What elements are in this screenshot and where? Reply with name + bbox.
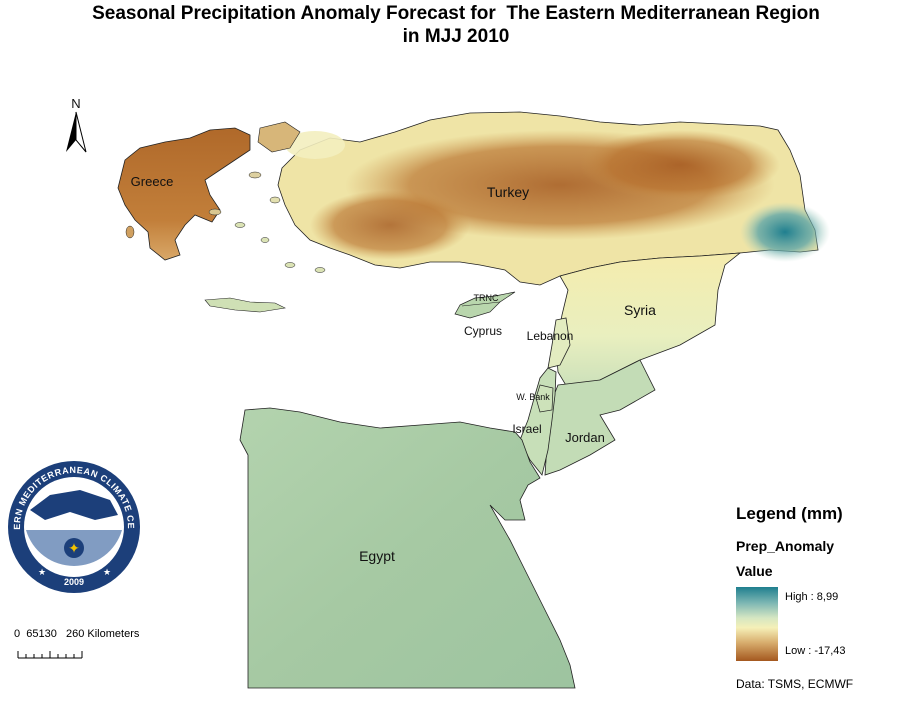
label-cyprus: Cyprus [464,324,502,338]
map-title-line2: in MJJ 2010 [402,26,510,47]
egypt-region [239,407,576,689]
scale-bar-label: 0 65130 260 Kilometers [14,628,140,640]
logo-year: 2009 [64,577,84,587]
label-syria: Syria [624,302,656,318]
greece-region [117,121,326,313]
svg-text:N: N [71,96,80,111]
logo-star-right: ★ [103,568,111,578]
legend-value-label: Value [736,563,773,579]
scale-bar [17,651,83,659]
logo-star: ✦ [68,541,80,557]
label-lebanon: Lebanon [527,329,574,343]
map-title: Seasonal Precipitation Anomaly Forecast … [0,2,912,48]
syria-region [555,252,742,393]
label-egypt: Egypt [359,548,395,564]
legend-color-ramp [736,587,778,661]
data-credit: Data: TSMS, ECMWF [736,677,854,691]
legend-high-label: High : 8,99 [785,591,839,603]
legend-field: Prep_Anomaly [736,538,835,554]
label-israel: Israel [512,422,541,436]
label-jordan: Jordan [565,430,605,445]
westbank-region [535,384,554,413]
north-arrow: N [66,96,87,153]
legend-title: Legend (mm) [736,504,843,523]
legend-low-label: Low : -17,43 [785,645,846,657]
turkey-region [277,111,830,286]
label-trnc: TRNC [474,293,499,303]
lebanon-region [547,317,571,369]
label-turkey: Turkey [487,184,529,200]
cyprus-region [454,291,516,319]
emcc-logo: ✦ EASTERN MEDITERRANEAN CLIMATE CENTRE 2… [0,0,140,593]
logo-ring-text: EASTERN MEDITERRANEAN CLIMATE CENTRE [0,0,136,530]
map-title-line1: Seasonal Precipitation Anomaly Forecast … [92,3,820,24]
logo-star-left: ★ [38,568,46,578]
label-wbank: W. Bank [516,392,550,402]
label-greece: Greece [131,174,174,189]
